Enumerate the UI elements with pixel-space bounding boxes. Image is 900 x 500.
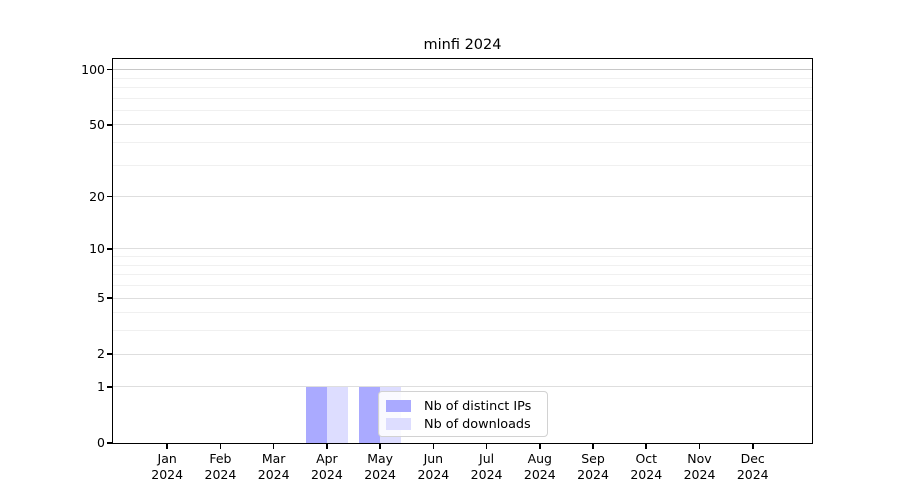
x-tick-month: Jan	[157, 451, 177, 466]
gridline	[113, 86, 812, 88]
x-tick-month: Oct	[635, 451, 658, 466]
x-tick-mark	[645, 443, 648, 449]
x-tick-month: Sep	[581, 451, 605, 466]
x-tick-label: Jul 2024	[455, 451, 519, 482]
x-tick-year: 2024	[310, 466, 343, 482]
x-tick-month: Feb	[209, 451, 232, 466]
x-tick-mark	[485, 443, 488, 449]
x-tick-year: 2024	[577, 466, 609, 482]
x-tick-mark	[326, 443, 328, 449]
x-tick-month: Jun	[423, 451, 444, 466]
gridline	[113, 124, 812, 126]
x-tick-month: Dec	[740, 451, 765, 466]
x-tick-mark	[539, 443, 541, 449]
x-tick-month: Nov	[687, 451, 712, 466]
legend-swatch-distinct-ips-icon	[386, 400, 411, 412]
x-tick-label: Apr 2024	[295, 451, 359, 482]
x-tick-year: 2024	[523, 466, 556, 482]
bar-distinct-ips	[359, 386, 381, 443]
x-tick-label: Dec 2024	[721, 451, 785, 482]
x-tick-label: May 2024	[348, 451, 412, 482]
y-tick-mark	[107, 68, 113, 71]
x-tick-mark	[272, 443, 275, 449]
gridline	[113, 386, 812, 388]
gridline	[113, 97, 812, 99]
x-tick-mark	[698, 443, 701, 449]
x-tick-mark	[379, 443, 381, 449]
legend-label-distinct-ips: Nb of distinct IPs	[424, 398, 532, 414]
y-tick-label: 5	[97, 290, 105, 306]
y-tick-label: 10	[89, 240, 105, 256]
x-tick-mark	[592, 443, 594, 449]
x-tick-label: Aug 2024	[508, 451, 572, 482]
x-tick-month: Jul	[479, 451, 495, 466]
gridline	[113, 248, 812, 250]
gridline	[113, 285, 812, 287]
gridline	[113, 164, 812, 166]
gridline	[113, 109, 812, 111]
gridline	[113, 256, 812, 258]
y-tick-label: 1	[97, 378, 105, 394]
x-tick-mark	[219, 443, 222, 449]
x-tick-mark	[166, 443, 168, 449]
x-tick-mark	[432, 443, 435, 449]
x-tick-year: 2024	[257, 466, 290, 482]
gridline	[113, 264, 812, 266]
x-tick-year: 2024	[683, 466, 716, 482]
gridline	[113, 297, 812, 299]
x-tick-label: Feb 2024	[188, 451, 252, 482]
y-tick-label: 0	[97, 435, 105, 450]
y-tick-mark	[107, 124, 113, 126]
legend: Nb of distinct IPs Nb of downloads	[378, 391, 548, 437]
gridline	[113, 77, 812, 79]
x-tick-label: Oct 2024	[614, 451, 678, 482]
x-tick-year: 2024	[204, 466, 237, 482]
y-tick-mark	[107, 195, 113, 198]
y-tick-label: 2	[97, 346, 105, 362]
x-tick-year: 2024	[151, 466, 184, 482]
bar-distinct-ips	[305, 386, 327, 443]
gridline	[113, 274, 812, 276]
x-tick-label: Jun 2024	[401, 451, 465, 482]
x-tick-year: 2024	[417, 466, 450, 482]
x-tick-month: Mar	[261, 451, 286, 466]
x-tick-label: Nov 2024	[668, 451, 732, 482]
gridline	[113, 353, 812, 355]
y-tick-mark	[107, 297, 113, 299]
y-tick-mark	[107, 248, 113, 250]
gridline	[113, 312, 812, 314]
legend-item-downloads: Nb of downloads	[386, 415, 539, 433]
legend-label-downloads: Nb of downloads	[424, 416, 531, 432]
x-tick-year: 2024	[736, 466, 769, 482]
x-tick-month: May	[367, 451, 394, 466]
y-tick-mark	[107, 353, 113, 355]
y-tick-label: 100	[81, 61, 105, 77]
y-tick-label: 20	[89, 188, 105, 204]
gridline	[113, 142, 812, 144]
x-tick-label: Mar 2024	[242, 451, 306, 482]
x-tick-year: 2024	[364, 466, 397, 482]
x-tick-month: Aug	[527, 451, 552, 466]
gridline	[113, 69, 812, 71]
x-tick-label: Jan 2024	[135, 451, 199, 482]
y-tick-mark	[107, 386, 113, 388]
x-tick-label: Sep 2024	[561, 451, 625, 482]
bar-downloads	[326, 386, 348, 443]
gridline	[113, 196, 812, 198]
legend-item-distinct-ips: Nb of distinct IPs	[386, 397, 539, 415]
x-tick-month: Apr	[316, 451, 338, 466]
legend-swatch-downloads-icon	[386, 418, 411, 430]
chart-title: minfi 2024	[423, 37, 502, 53]
x-tick-mark	[751, 443, 754, 449]
x-tick-year: 2024	[470, 466, 503, 482]
y-tick-label: 50	[89, 116, 105, 132]
y-tick-mark	[107, 442, 113, 444]
gridline	[113, 330, 812, 332]
x-tick-year: 2024	[630, 466, 663, 482]
